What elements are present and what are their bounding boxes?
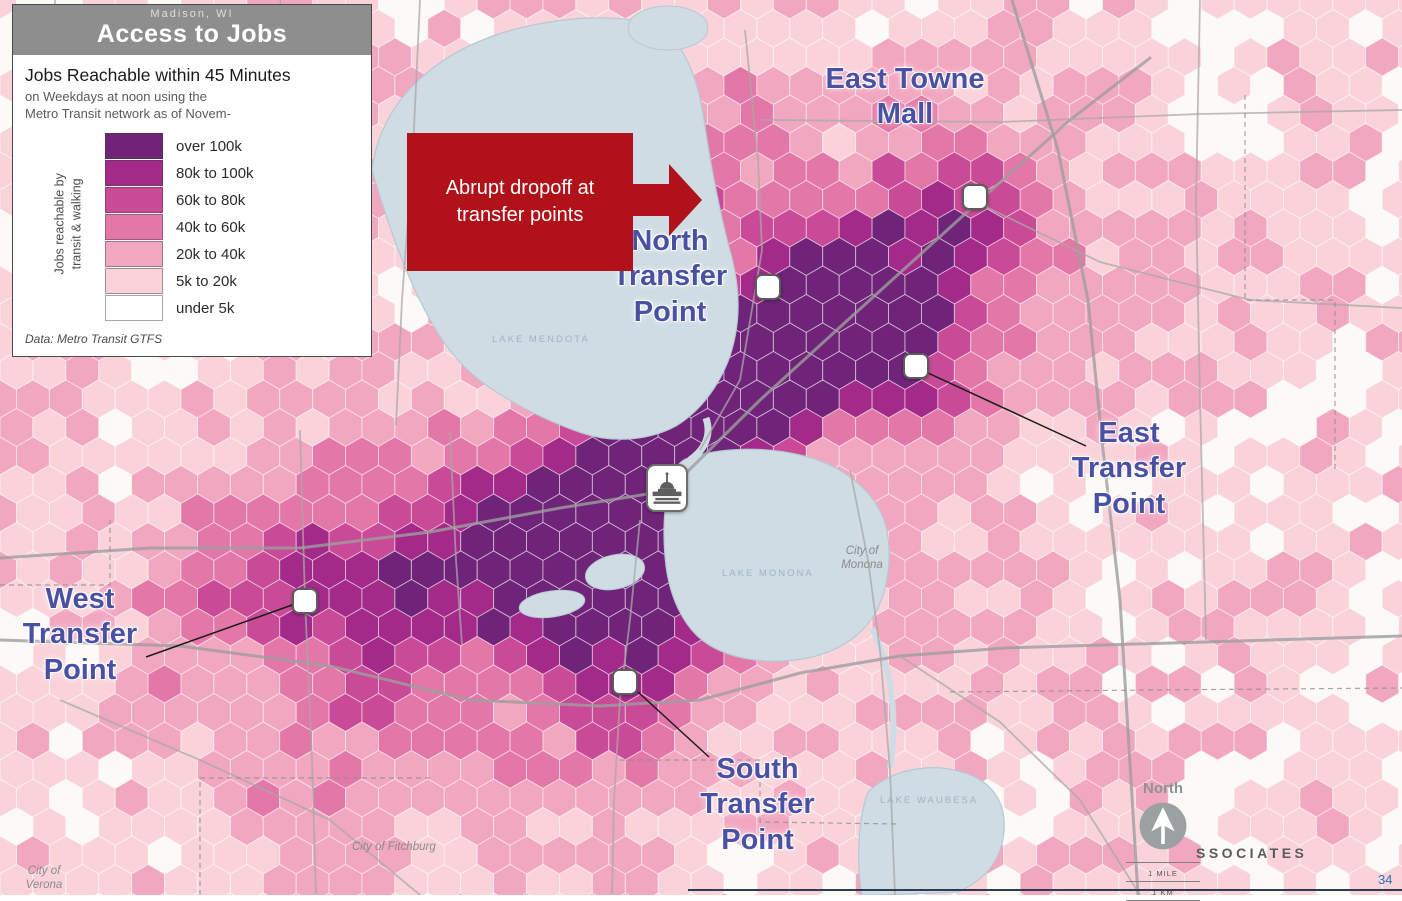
callout-line1: Abrupt dropoff at — [445, 177, 595, 199]
label-line: Point — [43, 653, 117, 686]
marker-south-transfer-point — [612, 669, 638, 695]
label-east-transfer-point: East Transfer Point — [1029, 416, 1229, 522]
label-line: West — [45, 583, 115, 615]
legend-item: 20k to 40k — [105, 241, 359, 268]
legend-swatch — [105, 187, 163, 214]
legend-subheading-line1: on Weekdays at noon using the — [25, 89, 207, 104]
legend-axis-label: Jobs reachable by transit & walking — [52, 126, 86, 321]
marker-east-transfer-point — [903, 353, 929, 379]
legend-item-label: 60k to 80k — [176, 191, 246, 209]
scale-bar: 1 MILE 1 KM — [1126, 862, 1200, 901]
legend-swatch — [105, 133, 163, 160]
label-line: City of Fitchburg — [352, 841, 436, 853]
legend-item: 60k to 80k — [105, 187, 359, 214]
legend-items: over 100k 80k to 100k 60k to 80k 40k to … — [105, 133, 359, 322]
legend-item-label: under 5k — [176, 299, 235, 317]
legend-swatch — [105, 214, 163, 241]
label-line: Point — [721, 823, 794, 856]
legend-source: Data: Metro Transit GTFS — [25, 331, 163, 346]
page-number: 34 — [1378, 872, 1393, 887]
partner-logo-text: SSOCIATES — [1196, 845, 1308, 861]
label-line: City of — [845, 545, 879, 557]
scale-row-km: 1 KM — [1126, 881, 1200, 900]
legend-item-label: 80k to 100k — [176, 164, 254, 182]
legend-subheading-line2: Metro Transit network as of Novem- — [25, 105, 231, 121]
label-line: Mall — [876, 98, 934, 131]
footer-rule — [688, 889, 1402, 891]
legend-heading: Jobs Reachable within 45 Minutes — [25, 65, 291, 85]
label-north-transfer-point: North Transfer Point — [570, 224, 770, 330]
legend-item-label: over 100k — [176, 137, 242, 155]
label-line: Point — [633, 295, 707, 328]
callout-line2: transfer points — [456, 204, 584, 226]
compass-label: North — [1143, 780, 1183, 797]
label-east-towne-mall: East Towne Mall — [790, 62, 1020, 133]
legend-swatch — [105, 268, 163, 295]
marker-east-towne-mall — [962, 184, 988, 210]
label-lake-mendota: LAKE MENDOTA — [492, 334, 590, 345]
label-line: South — [716, 753, 799, 785]
legend-item: 40k to 60k — [105, 214, 359, 241]
callout-box: Abrupt dropoff at transfer points — [407, 133, 633, 271]
legend-swatch — [105, 160, 163, 187]
legend-item: over 100k — [105, 133, 359, 160]
legend-item: 80k to 100k — [105, 160, 359, 187]
legend-item-label: 40k to 60k — [176, 218, 246, 236]
label-lake-waubesa: LAKE WAUBESA — [880, 795, 979, 806]
label-line: Verona — [25, 879, 63, 892]
label-line: Transfer — [1071, 452, 1187, 485]
legend-swatch — [105, 295, 163, 322]
label-line: East — [1098, 417, 1160, 449]
marker-west-transfer-point — [292, 588, 318, 614]
legend-axis-line2: transit & walking — [69, 178, 84, 270]
label-line: Transfer — [22, 618, 138, 651]
capitol-marker — [646, 464, 688, 512]
label-city-of-verona: City of Verona — [14, 864, 74, 893]
legend-title: Access to Jobs — [96, 20, 288, 48]
label-lake-monona: LAKE MONONA — [722, 568, 814, 579]
scale-row-mile: 1 MILE — [1126, 862, 1200, 881]
legend-swatch — [105, 241, 163, 268]
label-line: Point — [1092, 487, 1166, 520]
scale-km-label: 1 KM — [1152, 888, 1174, 897]
callout-arrow-shape — [631, 164, 702, 236]
north-arrow-icon — [1139, 802, 1187, 850]
legend-axis-line1: Jobs reachable by — [52, 173, 67, 275]
legend-header: Madison, WI Access to Jobs — [13, 5, 371, 55]
legend-subheading: on Weekdays at noon using the Metro Tran… — [25, 89, 359, 123]
legend-item-label: 20k to 40k — [176, 245, 246, 263]
north-compass: North — [1126, 780, 1200, 858]
legend-location: Madison, WI — [150, 8, 234, 20]
legend-body: Jobs Reachable within 45 Minutes on Week… — [13, 55, 371, 356]
capitol-icon — [652, 472, 682, 504]
label-city-of-monona: City of Monona — [830, 544, 894, 573]
marker-north-transfer-point — [755, 274, 781, 300]
label-city-of-fitchburg: City of Fitchburg — [352, 840, 436, 854]
label-line: Monona — [841, 559, 883, 572]
callout-arrow-icon — [631, 164, 702, 236]
label-west-transfer-point: West Transfer Point — [0, 582, 160, 688]
label-line: City of — [27, 865, 61, 877]
legend-item: under 5k — [105, 295, 359, 322]
label-south-transfer-point: South Transfer Point — [655, 752, 860, 858]
label-line: East Towne — [825, 63, 985, 95]
legend-item-label: 5k to 20k — [176, 272, 237, 290]
label-line: Transfer — [700, 788, 815, 821]
legend-panel: Madison, WI Access to Jobs Jobs Reachabl… — [12, 4, 372, 357]
legend-item: 5k to 20k — [105, 268, 359, 295]
scale-mile-label: 1 MILE — [1148, 869, 1178, 878]
